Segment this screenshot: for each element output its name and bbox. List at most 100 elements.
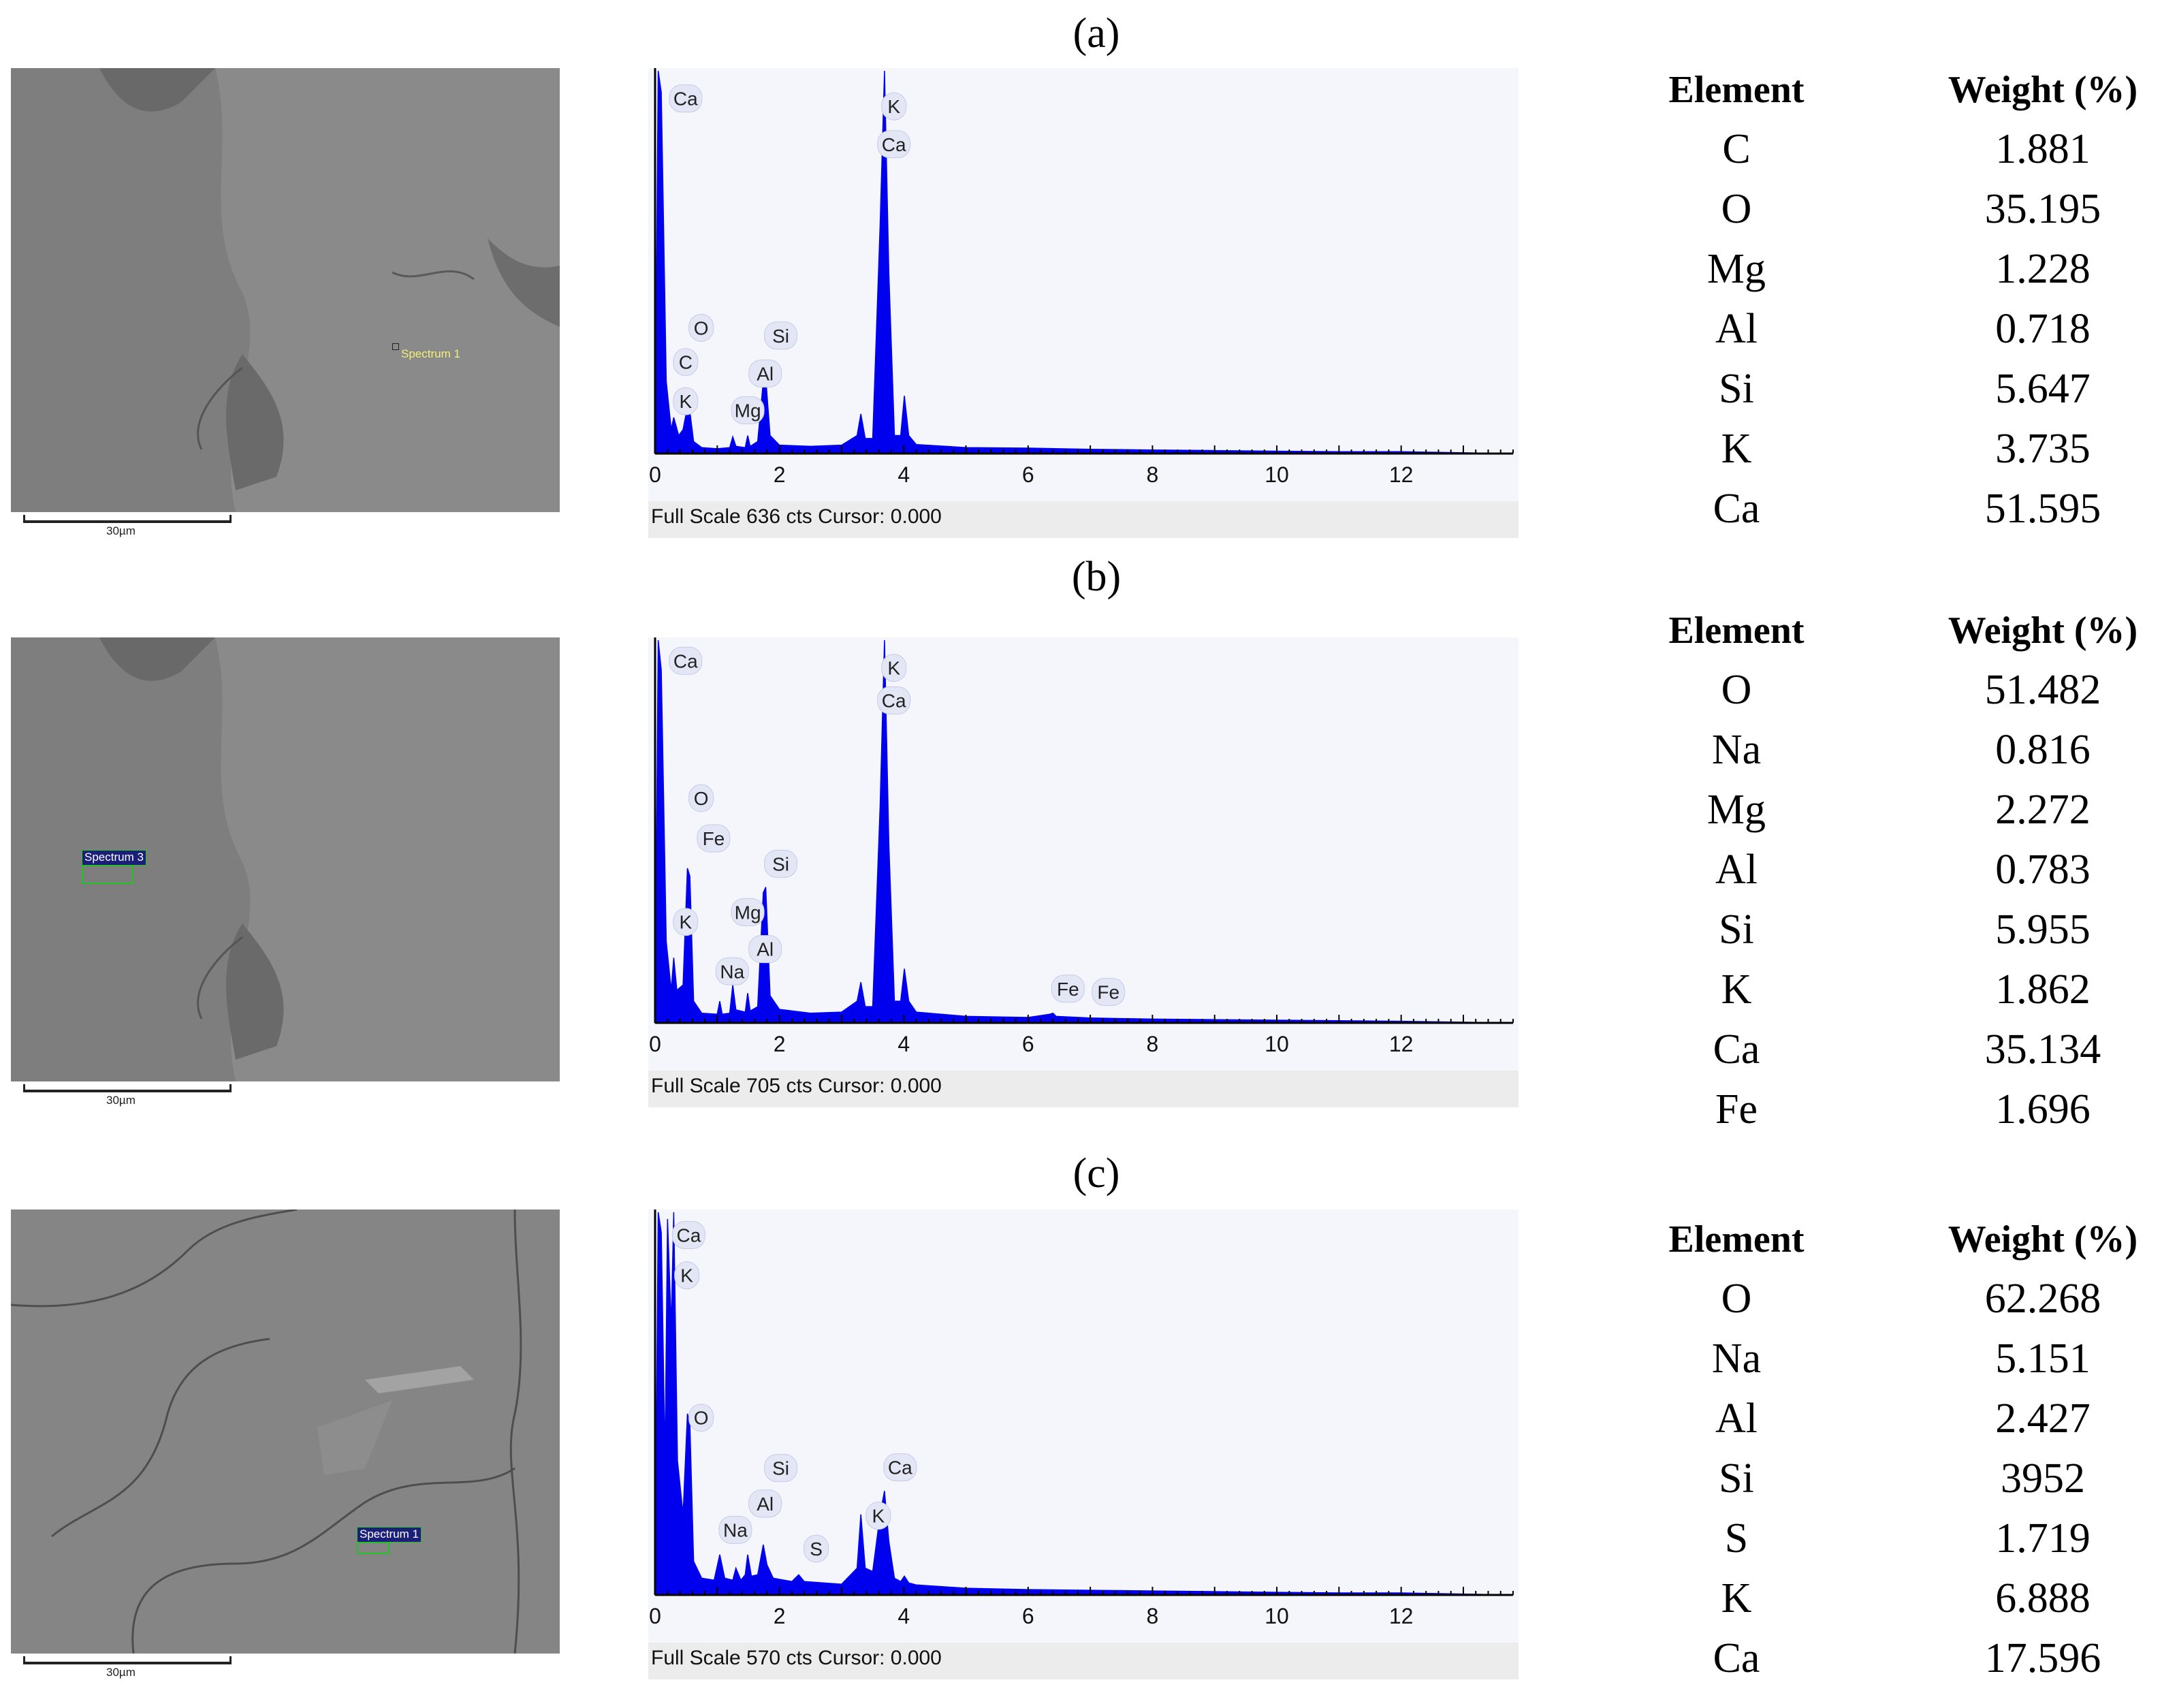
peak-label-text: Ca: [673, 650, 698, 671]
peak-label-bubble: [688, 1404, 714, 1432]
peak-label-text: K: [679, 391, 692, 412]
header-weight: Weight (%): [1948, 69, 2138, 111]
x-tick-label: 2: [774, 1604, 786, 1628]
cell-element: Mg: [1706, 246, 1766, 292]
peak-label-bubble: [883, 1453, 917, 1482]
cell-weight: 0.783: [1995, 847, 2091, 893]
cell-weight: 5.647: [1995, 366, 2091, 412]
cell-element: O: [1721, 667, 1752, 713]
peak-label: Al: [748, 359, 782, 388]
table-row: Si 5.955: [1634, 906, 2177, 960]
peak-label-bubble: [669, 646, 703, 675]
peak-label-text: O: [694, 1408, 709, 1429]
peak-label-bubble: [865, 1502, 891, 1530]
cell-element: Al: [1715, 306, 1758, 352]
table-row: Al 0.783: [1634, 846, 2177, 900]
peak-label-text: Na: [720, 961, 744, 982]
table-header: Element Weight (%): [1634, 609, 2177, 663]
spectrum-marker[interactable]: [82, 865, 133, 884]
panel-c: (c) Spectrum 1 30µm 0 2 4 6 8 10 12 Ca K O Si Ca Al K…: [0, 1139, 2177, 1708]
peak-label-text: Mg: [735, 902, 761, 923]
panel-a: (a) Spectrum 1 30µm 0 2 4 6 8 10 12 Ca K Ca O Si C Al…: [0, 0, 2177, 569]
peak-label-text: S: [810, 1538, 823, 1560]
x-tick-label: 2: [774, 462, 786, 487]
peak-label: Al: [748, 1489, 782, 1518]
table-row: Ca 35.134: [1634, 1026, 2177, 1080]
x-tick-label: 2: [774, 1032, 786, 1056]
peak-label: C: [673, 348, 699, 377]
table-row: Na 5.151: [1634, 1335, 2177, 1389]
cell-weight: 1.228: [1995, 246, 2091, 292]
peak-label: Si: [764, 1454, 798, 1483]
table-header: Element Weight (%): [1634, 68, 2177, 123]
peak-label-bubble: [1051, 975, 1085, 1003]
spectrum-marker[interactable]: [357, 1542, 390, 1554]
header-element: Element: [1668, 610, 1805, 652]
cell-weight: 1.696: [1995, 1086, 2091, 1133]
cell-element: Si: [1719, 906, 1754, 953]
peak-label-text: K: [887, 96, 900, 117]
x-tick-label: 0: [649, 1032, 661, 1056]
peak-label-bubble: [881, 654, 907, 682]
peak-label-text: O: [694, 788, 709, 809]
spectrum-series: [654, 1212, 1514, 1596]
spectrum-svg: 0 2 4 6 8 10 12 Ca K O Si Ca Al K Na S: [648, 1209, 1519, 1679]
x-tick-label: 10: [1265, 1604, 1289, 1628]
cell-weight: 5.955: [1995, 906, 2091, 953]
x-tick-label: 0: [649, 462, 661, 487]
cell-element: Na: [1711, 1335, 1762, 1382]
cell-element: Na: [1711, 727, 1762, 773]
peak-label-text: Si: [772, 326, 789, 347]
peak-label-text: Al: [757, 363, 774, 384]
panel-label: (c): [1072, 1150, 1120, 1197]
spectrum-footer: Full Scale 636 cts Cursor: 0.000: [651, 505, 942, 528]
peak-label-bubble: [731, 898, 765, 926]
cell-element: O: [1721, 1276, 1752, 1322]
cell-weight: 2.427: [1995, 1395, 2091, 1442]
peak-label-bubble: [764, 1454, 798, 1483]
peak-label-bubble: [697, 824, 731, 853]
peak-label: O: [688, 784, 714, 812]
spectrum-label: Spectrum 1: [357, 1527, 422, 1543]
peak-label-bubble: [748, 935, 782, 964]
peak-label-bubble: [673, 348, 699, 377]
cell-element: Al: [1715, 847, 1758, 893]
cell-element: K: [1721, 966, 1752, 1013]
cell-weight: 1.719: [1995, 1515, 2091, 1562]
peak-label: Na: [718, 1515, 752, 1544]
table-row: S 1.719: [1634, 1515, 2177, 1569]
scale-bar: 30µm: [11, 512, 560, 539]
peak-label: Al: [748, 935, 782, 964]
spectrum-label: Spectrum 3: [82, 850, 146, 866]
table-row: Mg 2.272: [1634, 786, 2177, 840]
peak-label-bubble: [804, 1534, 829, 1563]
peak-label: Ca: [669, 84, 703, 113]
spectrum-marker[interactable]: [392, 343, 399, 350]
cell-weight: 1.862: [1995, 966, 2091, 1013]
cell-element: Al: [1715, 1395, 1758, 1442]
peak-label: Fe: [1051, 975, 1085, 1003]
x-tick-label: 8: [1147, 1032, 1159, 1056]
cell-element: Fe: [1715, 1086, 1758, 1133]
cell-element: Ca: [1713, 1026, 1760, 1073]
x-tick-label: 10: [1265, 1032, 1289, 1056]
cell-element: Si: [1719, 1455, 1754, 1502]
peak-label: Na: [715, 957, 749, 985]
peak-label-text: K: [680, 1265, 693, 1286]
peak-label-bubble: [881, 92, 907, 121]
cell-weight: 0.718: [1995, 306, 2091, 352]
peak-label-bubble: [877, 130, 911, 159]
header-weight: Weight (%): [1948, 610, 2138, 652]
cell-weight: 35.195: [1984, 186, 2101, 232]
peak-label-text: Al: [757, 939, 774, 960]
x-tick-label: 4: [897, 462, 910, 487]
x-tick-label: 4: [897, 1604, 910, 1628]
cell-weight: 3952: [2001, 1455, 2085, 1502]
peak-label-text: Ca: [673, 89, 698, 110]
spectrum-label: Spectrum 1: [401, 347, 460, 360]
x-tick-label: 6: [1022, 462, 1034, 487]
peak-label-text: Si: [772, 1458, 789, 1479]
x-tick-label: 12: [1389, 1604, 1414, 1628]
cell-weight: 62.268: [1984, 1276, 2101, 1322]
peak-label-text: C: [679, 352, 693, 373]
